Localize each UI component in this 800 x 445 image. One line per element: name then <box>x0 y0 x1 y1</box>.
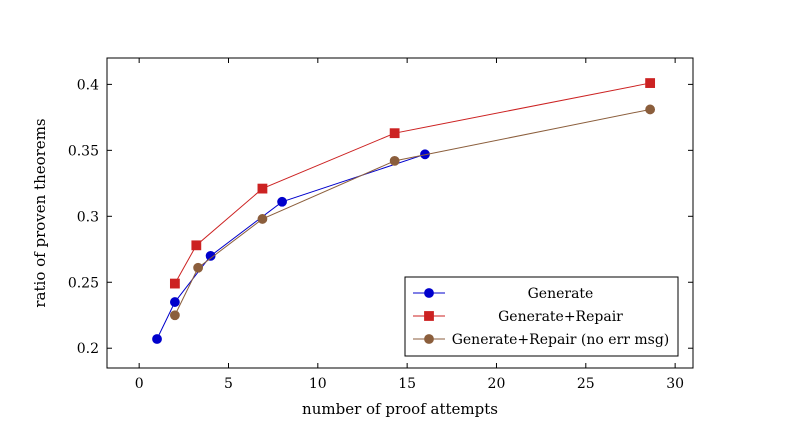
data-point <box>169 297 180 307</box>
series-1 <box>152 149 430 344</box>
x-axis: 0 5 10 15 20 25 30 <box>135 58 684 392</box>
legend-marker <box>424 288 434 298</box>
y-axis: 0.2 0.25 0.3 0.35 0.4 <box>68 77 693 357</box>
data-point <box>152 334 162 344</box>
x-axis-label: number of proof attempts <box>302 400 498 418</box>
data-point <box>193 262 204 273</box>
x-tick-label: 15 <box>398 376 416 392</box>
series-layer <box>152 78 656 344</box>
x-tick-label: 20 <box>488 376 506 392</box>
legend-box <box>404 276 679 357</box>
legend-label: Generate <box>528 286 594 302</box>
data-point <box>645 104 656 115</box>
data-point <box>169 310 180 321</box>
x-tick-label: 10 <box>309 376 327 392</box>
data-point <box>191 240 202 251</box>
data-point <box>257 183 268 194</box>
data-point <box>277 196 287 207</box>
y-tick-label: 0.3 <box>77 209 99 225</box>
data-point <box>645 78 656 88</box>
y-axis-label: ratio of proven theorems <box>31 118 49 307</box>
legend-marker <box>424 334 434 344</box>
data-point <box>389 128 400 139</box>
series-2 <box>169 78 656 289</box>
x-tick-label: 30 <box>666 376 684 392</box>
legend-label: Generate+Repair (no err msg) <box>452 332 670 348</box>
series-line <box>174 82 651 284</box>
y-tick-label: 0.35 <box>68 143 99 159</box>
plot-area <box>106 57 694 369</box>
data-point <box>205 250 216 261</box>
legend-label: Generate+Repair <box>498 309 623 325</box>
x-tick-label: 5 <box>224 376 233 392</box>
series-3 <box>169 104 656 321</box>
plot-frame <box>106 57 694 369</box>
y-tick-label: 0.4 <box>77 77 99 93</box>
y-tick-label: 0.2 <box>77 341 99 357</box>
x-tick-label: 0 <box>135 376 144 392</box>
legend: Generate Generate+Repair Generate+Repair (… <box>404 276 679 357</box>
legend-marker <box>424 311 434 321</box>
data-point <box>389 155 400 166</box>
y-tick-label: 0.25 <box>68 275 99 291</box>
data-point <box>257 214 268 224</box>
data-point <box>169 278 180 289</box>
x-tick-label: 25 <box>577 376 595 392</box>
